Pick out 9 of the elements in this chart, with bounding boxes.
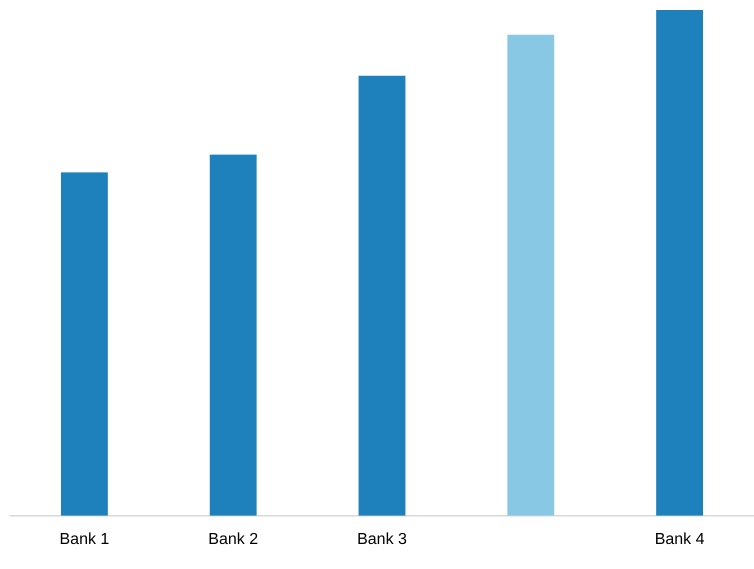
x-tick-label: Bank 1	[59, 530, 110, 548]
x-tick-label: Bank 2	[208, 530, 258, 548]
bar	[358, 76, 406, 516]
bar	[507, 34, 554, 516]
x-tick-label: Bank 3	[357, 530, 408, 548]
x-tick-label: Bank 4	[654, 530, 705, 548]
bar	[210, 154, 257, 516]
bar	[60, 172, 108, 516]
bar	[656, 10, 704, 516]
